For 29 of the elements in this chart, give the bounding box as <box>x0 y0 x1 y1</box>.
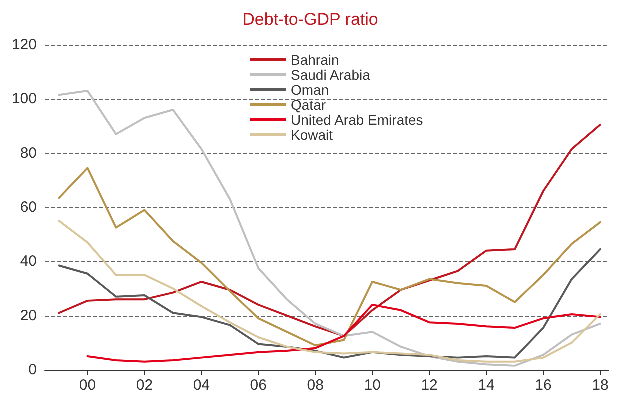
y-tick-label: 20 <box>20 307 37 324</box>
x-tick-label: 10 <box>364 377 381 394</box>
line-series <box>58 220 602 363</box>
x-tick-label: 02 <box>136 377 154 394</box>
chart-title: Debt-to-GDP ratio <box>242 10 378 29</box>
legend-label: Bahrain <box>291 52 340 68</box>
x-tick-label: 00 <box>79 377 96 394</box>
y-tick-label: 120 <box>12 36 37 54</box>
x-tick-label: 12 <box>421 377 438 394</box>
legend-label: United Arab Emirates <box>291 112 424 128</box>
legend-label: Saudi Arabia <box>291 67 371 83</box>
x-tick-label: 18 <box>592 377 609 394</box>
y-tick-label: 40 <box>20 253 37 270</box>
x-tick-label: 16 <box>535 377 552 394</box>
line-series <box>58 167 602 347</box>
x-tick-label: 06 <box>250 377 267 394</box>
y-tick-label: 0 <box>28 362 37 378</box>
legend-label: Oman <box>291 82 330 98</box>
y-tick-label: 60 <box>20 199 37 216</box>
y-tick-label: 80 <box>20 144 37 162</box>
line-series <box>86 304 602 363</box>
x-tick-label: 14 <box>478 377 495 394</box>
x-tick-label: 08 <box>307 377 324 394</box>
legend-label: Kowait <box>291 127 334 143</box>
line-series <box>58 124 602 338</box>
line-series <box>58 248 602 359</box>
y-tick-label: 100 <box>12 90 37 108</box>
legend-label: Qatar <box>291 97 326 113</box>
x-tick-label: 04 <box>193 377 210 394</box>
